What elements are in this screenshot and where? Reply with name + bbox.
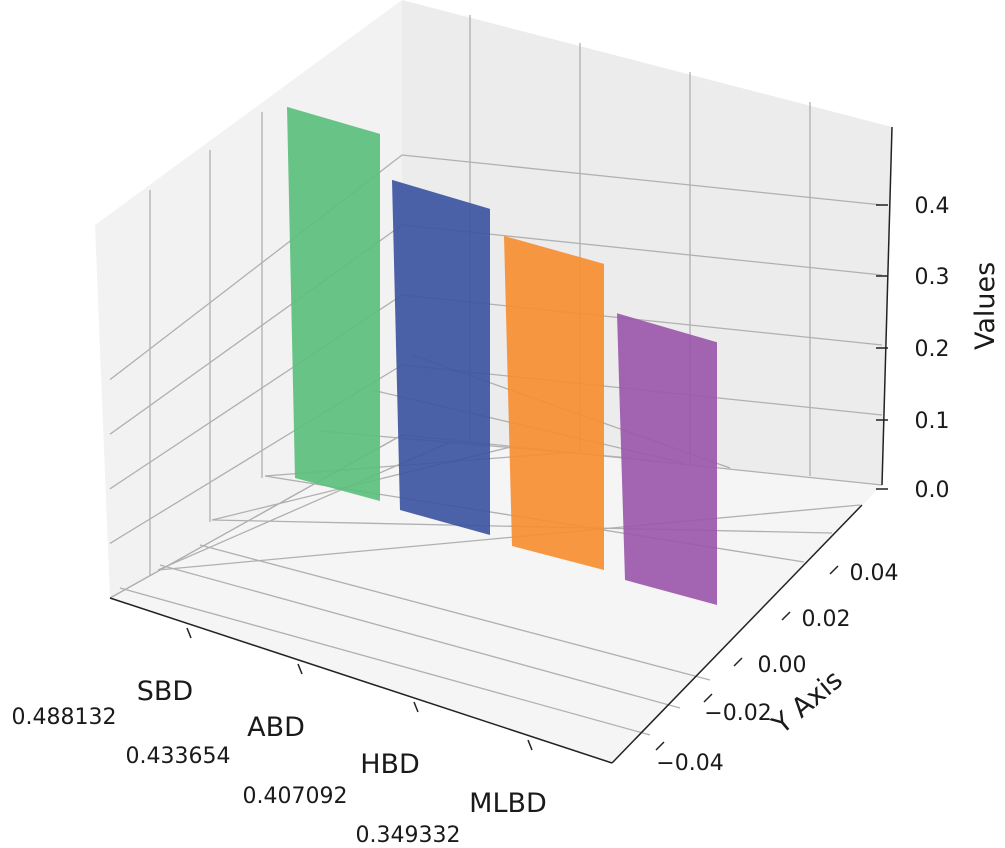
y-tick	[703, 693, 713, 703]
y-tick	[829, 565, 839, 575]
category-label: MLBD	[469, 788, 547, 819]
y-axis-line	[611, 504, 863, 764]
x-axis-line	[109, 597, 613, 764]
z-tick-label: 0.0	[915, 478, 950, 503]
y-tick-label: 0.00	[758, 653, 807, 678]
x-tick	[186, 627, 192, 639]
x-tick	[297, 663, 303, 675]
value-label: 0.433654	[126, 744, 231, 769]
z-tick-label: 0.3	[915, 265, 950, 290]
value-label: 0.407092	[243, 784, 348, 809]
x-tick	[413, 701, 419, 713]
z-tick-label: 0.1	[915, 409, 950, 434]
bar-sbd	[287, 106, 380, 501]
bars	[287, 106, 717, 605]
z-tick-label: 0.4	[915, 194, 950, 219]
z-axis-title: Values	[970, 262, 1001, 350]
floor-grid-line	[119, 587, 651, 736]
y-tick	[781, 611, 791, 621]
y-tick-label: 0.04	[850, 561, 899, 586]
axes	[109, 126, 893, 764]
value-label: 0.488132	[12, 705, 117, 730]
floor-grid-line	[199, 544, 711, 681]
z-axis-line	[881, 126, 893, 486]
labels: 0.0 0.1 0.2 0.3 0.4 −0.04 −0.02 0.00 0.02 0.04 SBD…	[12, 194, 950, 848]
floor-grid-line	[157, 504, 861, 571]
value-label: 0.349332	[356, 823, 461, 848]
y-tick	[733, 657, 743, 667]
bar-abd	[392, 179, 490, 535]
y-tick-label: −0.04	[656, 751, 723, 776]
bar-hbd	[504, 235, 604, 570]
category-label: SBD	[137, 676, 193, 707]
y-tick-label: −0.02	[704, 701, 771, 726]
z-tick-label: 0.2	[915, 337, 950, 362]
y-tick-label: 0.02	[802, 607, 851, 632]
category-label: ABD	[247, 712, 305, 743]
floor-grid-line	[159, 564, 681, 709]
back-grid-horizontal	[401, 154, 883, 206]
category-label: HBD	[360, 749, 420, 780]
x-tick	[527, 739, 533, 751]
bar-mlbd	[617, 313, 717, 605]
y-tick	[655, 741, 665, 751]
